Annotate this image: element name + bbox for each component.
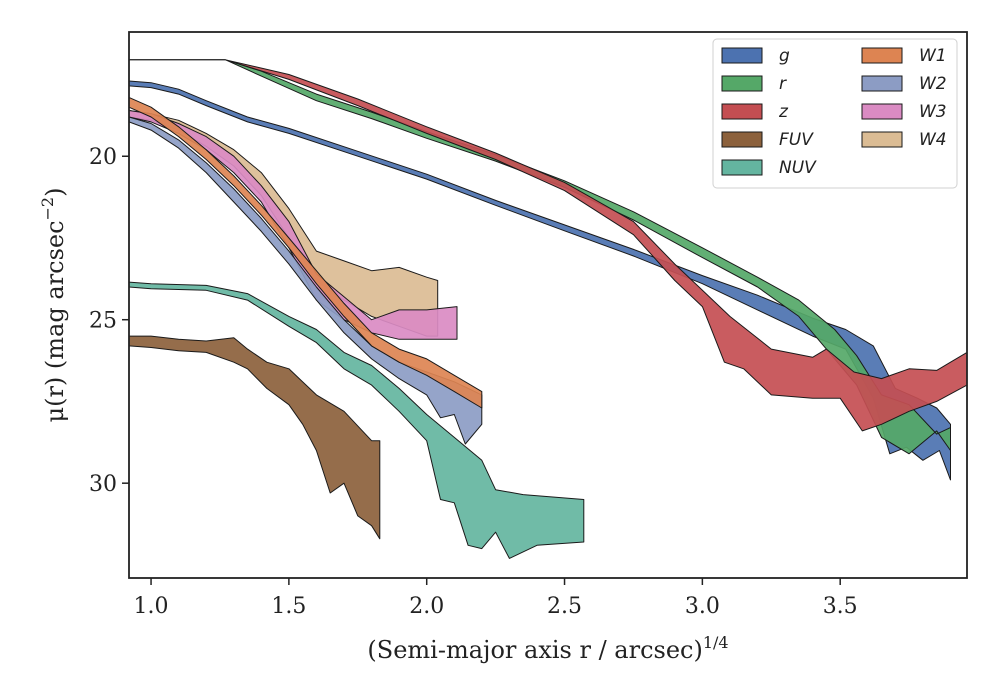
x-tick-label: 2.5 [547, 594, 582, 619]
legend-swatch-fuv [721, 131, 763, 148]
legend-swatch-w2 [861, 75, 903, 92]
legend-swatch-nuv [721, 159, 763, 176]
legend-label-z: z [778, 102, 789, 122]
series-layer [128, 59, 968, 559]
legend-swatch-g [721, 47, 763, 64]
series-band-w2 [128, 116, 483, 445]
series-band-w1 [128, 96, 483, 409]
legend-label-w2: W2 [919, 74, 947, 94]
legend-label-nuv: NUV [779, 158, 817, 178]
x-tick-label: 2.0 [409, 594, 444, 619]
series-band-nuv [128, 281, 585, 559]
y-tick-label: 25 [89, 309, 117, 334]
legend-label-r: r [779, 74, 787, 94]
y-tick-label: 20 [89, 145, 117, 170]
legend-label-fuv: FUV [779, 130, 814, 150]
x-tick-label: 1.5 [271, 594, 306, 619]
legend-label-w4: W4 [919, 130, 947, 150]
legend-label-w3: W3 [919, 102, 947, 122]
plot-frame [128, 31, 968, 579]
series-band-fuv [128, 335, 381, 540]
legend-swatch-w3 [861, 103, 903, 120]
legend-swatch-z [721, 103, 763, 120]
legend-swatch-w1 [861, 47, 903, 64]
legend-label-w1: W1 [919, 46, 947, 66]
x-tick-label: 3.0 [685, 594, 720, 619]
x-axis-label: (Semi-major axis r / arcsec)1/4 [367, 633, 728, 664]
legend: grz FUV NUV W1 W2 W3 W4 [712, 38, 958, 189]
y-tick-label: 30 [89, 472, 117, 497]
x-axis: 1.0 1.5 2.0 2.5 3.0 3.5 [134, 578, 858, 619]
legend-swatch-r [721, 75, 763, 92]
x-tick-label: 3.5 [823, 594, 858, 619]
series-band-g [128, 80, 951, 481]
legend-swatch-w4 [861, 131, 903, 148]
legend-label-g: g [779, 46, 790, 66]
x-tick-label: 1.0 [134, 594, 169, 619]
y-axis: 20 25 30 [89, 145, 129, 497]
series-band-w3 [128, 110, 458, 340]
y-axis-label: μ(r) (mag arcsec−2) [38, 188, 69, 423]
